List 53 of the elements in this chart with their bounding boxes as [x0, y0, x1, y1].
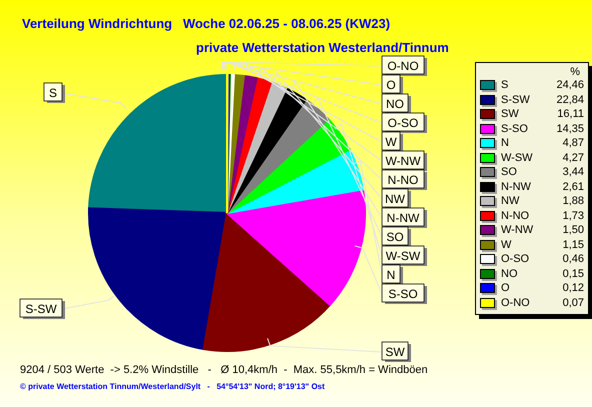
legend-label: W-NW: [501, 224, 534, 236]
slice-label: S-SO: [388, 287, 418, 301]
legend-title: %: [569, 66, 581, 78]
legend-label: W: [501, 238, 512, 251]
legend-label: N: [501, 137, 510, 150]
legend-label: W-SW: [501, 152, 534, 164]
chart-subtitle: private Wetterstation Westerland/Tinnum: [196, 40, 449, 55]
slice-label: SO: [386, 230, 404, 244]
data-label: 4,27: [562, 152, 584, 164]
slice-label: O-SO: [388, 116, 418, 130]
text: © private Wetterstation Tinnum/Westerland/Sylt - 54°54'13" Nord; 8°19'13" Ost: [20, 382, 325, 391]
slice-label: S-SW: [25, 302, 58, 316]
data-label: 1,15: [562, 238, 584, 251]
data-label: 1,88: [562, 195, 584, 208]
data-label: 14,35: [556, 122, 584, 135]
slice-label: N-NO: [388, 173, 418, 187]
data-label: 0,07: [562, 296, 584, 309]
legend-label: O-NO: [501, 296, 531, 309]
legend-label: N-NO: [501, 210, 530, 222]
data-label: 24,46: [556, 79, 584, 92]
data-label: 4,87: [562, 137, 584, 150]
data-label: 0,15: [562, 268, 584, 280]
slice-label: O-NO: [387, 59, 419, 73]
legend-label: O: [501, 282, 511, 294]
legend-label: SW: [501, 108, 520, 120]
legend-label: NO: [501, 268, 518, 280]
slice-label: SW: [385, 345, 406, 359]
legend-label: N-NW: [501, 180, 532, 193]
legend-label: S-SO: [501, 122, 529, 135]
slice-label: NO: [386, 97, 404, 111]
data-label: 0,46: [562, 253, 584, 266]
legend-label: O-SO: [501, 253, 530, 266]
legend-label: S-SW: [501, 94, 531, 106]
chart-title: Verteilung Windrichtung Woche 02.06.25 - 08.06.25 (KW23): [22, 16, 390, 31]
data-label: 1,50: [562, 224, 584, 236]
data-label: 22,84: [556, 94, 584, 106]
slice-label: O: [386, 78, 396, 92]
slice-label: S: [48, 86, 58, 100]
data-label: 16,11: [557, 108, 584, 120]
legend-label: SO: [501, 166, 518, 178]
data-label: 0,12: [562, 282, 584, 294]
text: 9204 / 503 Werte -> 5.2% Windstille - Ø 10,4km/h - Max. 55,5km/h = Windböen: [20, 364, 428, 376]
legend-label: S: [501, 79, 510, 92]
slice-label: N-NW: [386, 211, 420, 225]
data-label: 1,73: [562, 210, 584, 222]
slice-label: W: [385, 135, 398, 149]
data-label: 2,61: [562, 180, 584, 193]
data-label: 3,44: [562, 166, 584, 178]
slice-label: W-SW: [386, 249, 421, 263]
slice-label: N: [386, 268, 396, 282]
legend-label: NW: [501, 195, 520, 208]
slice-label: W-NW: [385, 154, 422, 168]
slice-label: NW: [385, 192, 406, 206]
